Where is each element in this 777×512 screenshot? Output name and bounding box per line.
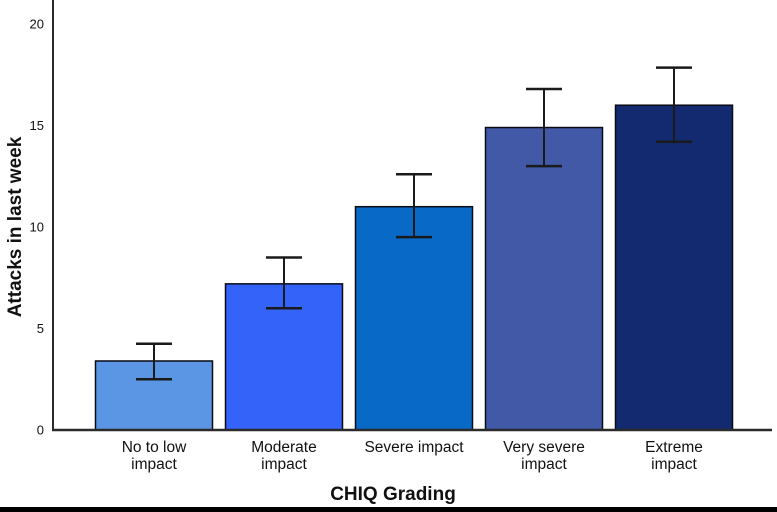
x-category-label: Extreme xyxy=(645,439,703,456)
y-tick-label: 10 xyxy=(30,220,44,235)
y-tick-label: 5 xyxy=(37,321,44,336)
bottom-rule xyxy=(0,507,777,512)
y-tick-label: 20 xyxy=(30,17,44,32)
x-category-label: Severe impact xyxy=(364,439,464,456)
y-tick-label: 0 xyxy=(37,423,44,438)
bar-severe-impact xyxy=(354,205,474,431)
bar-extreme-impact xyxy=(614,104,734,431)
x-category-label: Very severe xyxy=(503,439,585,456)
x-category-label: impact xyxy=(651,456,697,473)
y-tick-label: 15 xyxy=(30,118,44,133)
x-category-label: impact xyxy=(131,456,177,473)
x-category-label: Moderate xyxy=(251,439,316,456)
x-category-label: impact xyxy=(521,456,567,473)
x-axis-title: CHIQ Grading xyxy=(330,484,456,505)
x-category-label: impact xyxy=(261,456,307,473)
bar-very-severe-impact xyxy=(484,126,604,431)
x-category-label: No to low xyxy=(122,439,187,456)
y-axis-title: Attacks in last week xyxy=(5,136,26,317)
